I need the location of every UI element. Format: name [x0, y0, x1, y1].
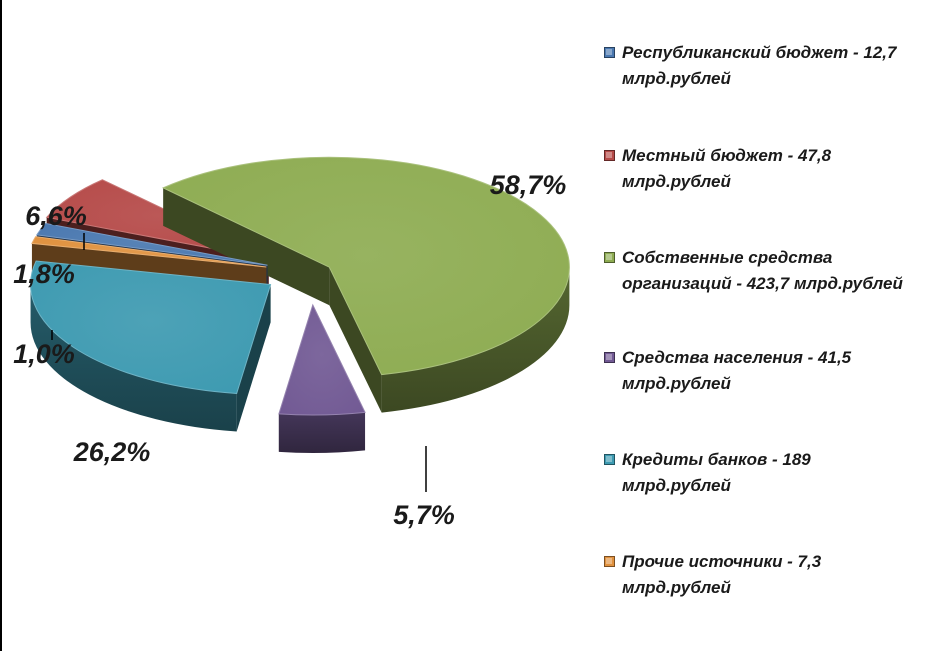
percent-label-republican: 1,8% [13, 259, 75, 289]
legend-label-bank-credits: Кредиты банков - 189 млрд.рублей [622, 450, 811, 495]
pie-sides [30, 156, 570, 453]
percent-label-other: 1,0% [13, 339, 75, 369]
percent-labels: 1,8% 6,6% 58,7% 5,7% 26,2% 1,0% [13, 170, 566, 530]
slice-population [278, 303, 366, 453]
legend-swatch-population [604, 352, 615, 363]
leader-lines [51, 233, 427, 492]
legend-label-population: Средства населения - 41,5 млрд.рублей [622, 348, 852, 393]
legend-swatch-other [604, 556, 615, 567]
slice-own-funds [161, 156, 570, 413]
slice-wall-own-funds-end [329, 267, 382, 413]
percent-label-population: 5,7% [393, 500, 455, 530]
legend-label-own-funds: Собственные средства организаций - 423,7… [622, 248, 903, 293]
legend-swatch-bank-credits [604, 454, 615, 465]
slice-rim-own-funds [381, 267, 570, 413]
legend-swatch-local [604, 150, 615, 161]
slice-top-own-funds [161, 156, 570, 376]
legend-label-local: Местный бюджет - 47,8 млрд.рублей [622, 146, 832, 191]
slice-top-other [31, 236, 267, 268]
legend-label-other: Прочие источники - 7,3 млрд.рублей [622, 552, 822, 597]
slice-rim-bank-credits [30, 284, 237, 432]
percent-label-bank-credits: 26,2% [73, 437, 151, 467]
legend-swatch-own-funds [604, 252, 615, 263]
slice-top-bank-credits [30, 260, 272, 394]
left-border [0, 0, 2, 651]
slice-rim-population [278, 412, 366, 453]
slice-top-republican [35, 222, 268, 266]
slice-top-population [278, 303, 366, 416]
slice-bank-credits [30, 260, 272, 432]
percent-label-own-funds: 58,7% [490, 170, 567, 200]
percent-label-local: 6,6% [25, 201, 87, 231]
legend-swatch-republican [604, 47, 615, 58]
legend-label-republican: Республиканский бюджет - 12,7 млрд.рубле… [622, 43, 897, 88]
slice-wall-own-funds-start [163, 187, 330, 306]
